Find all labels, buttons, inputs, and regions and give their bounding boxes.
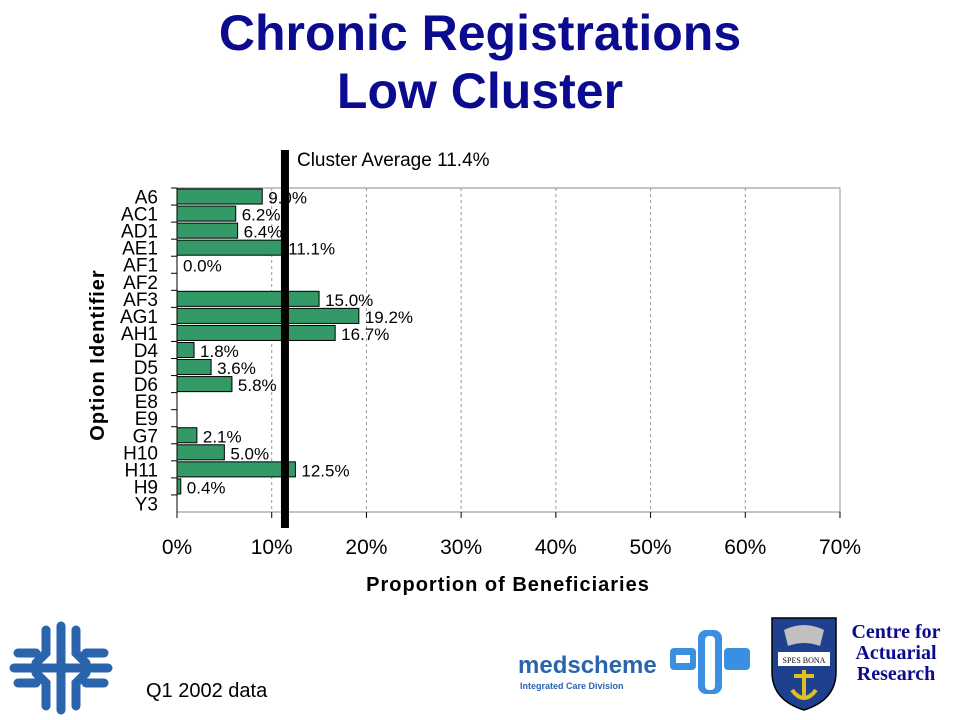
medscheme-symbol-icon	[670, 630, 750, 694]
bar	[176, 376, 233, 393]
data-label: 1.8%	[200, 342, 239, 361]
y-tick-label: D5	[134, 358, 158, 379]
bar	[176, 359, 212, 376]
y-tick-label: AF2	[123, 273, 158, 294]
y-tick-label: H11	[125, 460, 158, 481]
bar	[176, 324, 336, 341]
x-tick-label: 70%	[819, 536, 861, 559]
bar	[176, 478, 182, 495]
x-tick-label: 10%	[251, 536, 293, 559]
y-tick-label: AF1	[123, 256, 158, 277]
bar	[176, 461, 296, 478]
data-label: 0.0%	[183, 257, 222, 276]
centre-line-3: Research	[856, 663, 936, 685]
x-tick-label: 50%	[630, 536, 672, 559]
data-label: 16.7%	[341, 325, 389, 344]
x-tick-label: 30%	[440, 536, 482, 559]
bar	[176, 205, 237, 222]
centre-for-actuarial-research: Centre for Actuarial Research	[838, 622, 954, 685]
data-label: 6.4%	[244, 223, 283, 242]
y-tick-label: AE1	[122, 239, 158, 260]
data-label: 19.2%	[365, 308, 413, 327]
y-tick-label: D4	[134, 341, 159, 362]
x-tick-label: 60%	[724, 536, 766, 559]
title-line-2: Low Cluster	[336, 63, 624, 119]
bar	[176, 290, 320, 307]
data-label: 12.5%	[301, 461, 349, 480]
bar	[176, 222, 239, 239]
bar	[176, 307, 360, 324]
data-label: 2.1%	[203, 427, 242, 446]
data-label: 15.0%	[325, 291, 373, 310]
bar	[176, 188, 263, 205]
x-axis-title: Proportion of Beneficiaries	[366, 574, 650, 596]
y-tick-label: Y3	[135, 494, 158, 515]
y-tick-label: H10	[123, 443, 158, 464]
centre-line-1: Centre for	[851, 621, 941, 643]
y-tick-label: A6	[135, 188, 158, 209]
y-tick-label: AD1	[121, 222, 158, 243]
x-tick-label: 20%	[345, 536, 387, 559]
y-tick-label: AF3	[123, 290, 158, 311]
y-axis-title: Option Identifier	[87, 269, 109, 440]
data-label: 6.2%	[242, 206, 281, 225]
y-tick-label: E9	[135, 409, 158, 430]
medscheme-logo-subtext: Integrated Care Division	[520, 681, 624, 691]
data-note: Q1 2002 data	[146, 680, 268, 702]
x-tick-label: 40%	[535, 536, 577, 559]
y-tick-label: E8	[135, 392, 158, 413]
centre-line-2: Actuarial	[855, 642, 937, 664]
shield-motto: SPES BONA	[783, 656, 826, 665]
data-label: 5.8%	[238, 376, 277, 395]
medscheme-logo-text: medscheme	[518, 652, 657, 679]
y-tick-label: AH1	[121, 324, 158, 345]
y-tick-label: H9	[134, 477, 158, 498]
university-shield-icon: SPES BONA	[771, 617, 837, 711]
bar	[176, 341, 195, 359]
x-tick-label: 0%	[162, 536, 192, 559]
title-line-1: Chronic Registrations	[218, 5, 742, 61]
bar	[176, 239, 283, 256]
y-tick-label: D6	[134, 375, 158, 396]
cluster-average-label: Cluster Average 11.4%	[297, 150, 490, 171]
data-label: 3.6%	[217, 359, 256, 378]
data-label: 0.4%	[187, 478, 226, 497]
data-label: 11.1%	[288, 240, 335, 259]
y-tick-label: AG1	[120, 307, 158, 328]
y-tick-label: AC1	[121, 205, 158, 226]
y-tick-label: G7	[133, 426, 158, 447]
bar	[176, 444, 225, 461]
data-label: 5.0%	[230, 444, 269, 463]
bar	[176, 427, 198, 444]
cross-logo-icon	[9, 621, 113, 715]
